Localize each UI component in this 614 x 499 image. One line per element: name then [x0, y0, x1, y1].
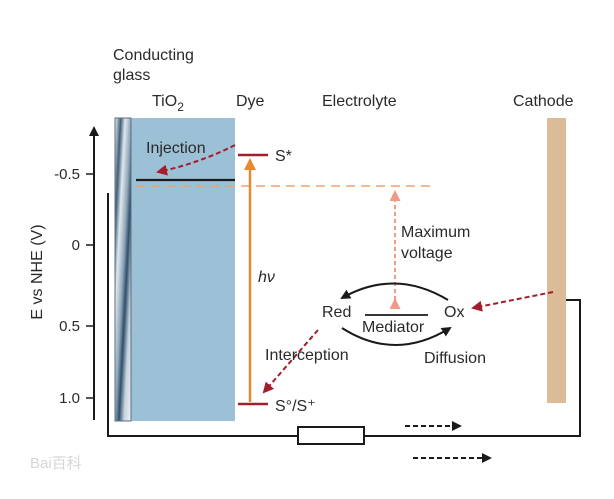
- photon-label: hν: [258, 269, 275, 286]
- tio2-label: TiO2: [152, 93, 184, 114]
- dye-label: Dye: [236, 93, 265, 110]
- ox-species-label: Ox: [444, 304, 464, 321]
- conducting-glass-label: Conducting: [113, 47, 194, 64]
- tio2-block: [131, 118, 235, 421]
- interception-label: Interception: [265, 347, 349, 364]
- mediator-label: Mediator: [362, 319, 425, 336]
- excited-state-label: S*: [275, 148, 292, 165]
- electrolyte-label: Electrolyte: [322, 93, 397, 110]
- interception-arrow: [262, 329, 319, 394]
- axis-title: E vs NHE (V): [29, 224, 46, 319]
- red-species-label: Red: [322, 304, 351, 321]
- injection-label: Injection: [146, 140, 206, 157]
- axis-tick-label: 0.5: [59, 318, 80, 335]
- axis-tick-label: 1.0: [59, 390, 80, 407]
- watermark: Bai百科: [30, 455, 82, 472]
- resistor-icon: [297, 426, 365, 445]
- max-voltage-label: Maximum: [401, 224, 470, 241]
- cathode-plate: [547, 118, 566, 403]
- cathode-label: Cathode: [513, 93, 574, 110]
- mediator-cycle-bottom-arrow: [341, 326, 452, 346]
- conducting-glass: [114, 117, 132, 422]
- cathode-reduction-arrow: [471, 291, 554, 312]
- conducting-glass-label: glass: [113, 67, 150, 84]
- axis-tick-label: -0.5: [54, 166, 80, 183]
- external-circuit-wire: [107, 193, 581, 437]
- ground-state-label: S°/S⁺: [275, 398, 316, 415]
- max-voltage-label: voltage: [401, 245, 453, 262]
- axis-tick-label: 0: [72, 237, 80, 254]
- mediator-cycle-top-arrow: [340, 282, 449, 301]
- diffusion-label: Diffusion: [424, 350, 486, 367]
- injection-arrow: [156, 144, 236, 176]
